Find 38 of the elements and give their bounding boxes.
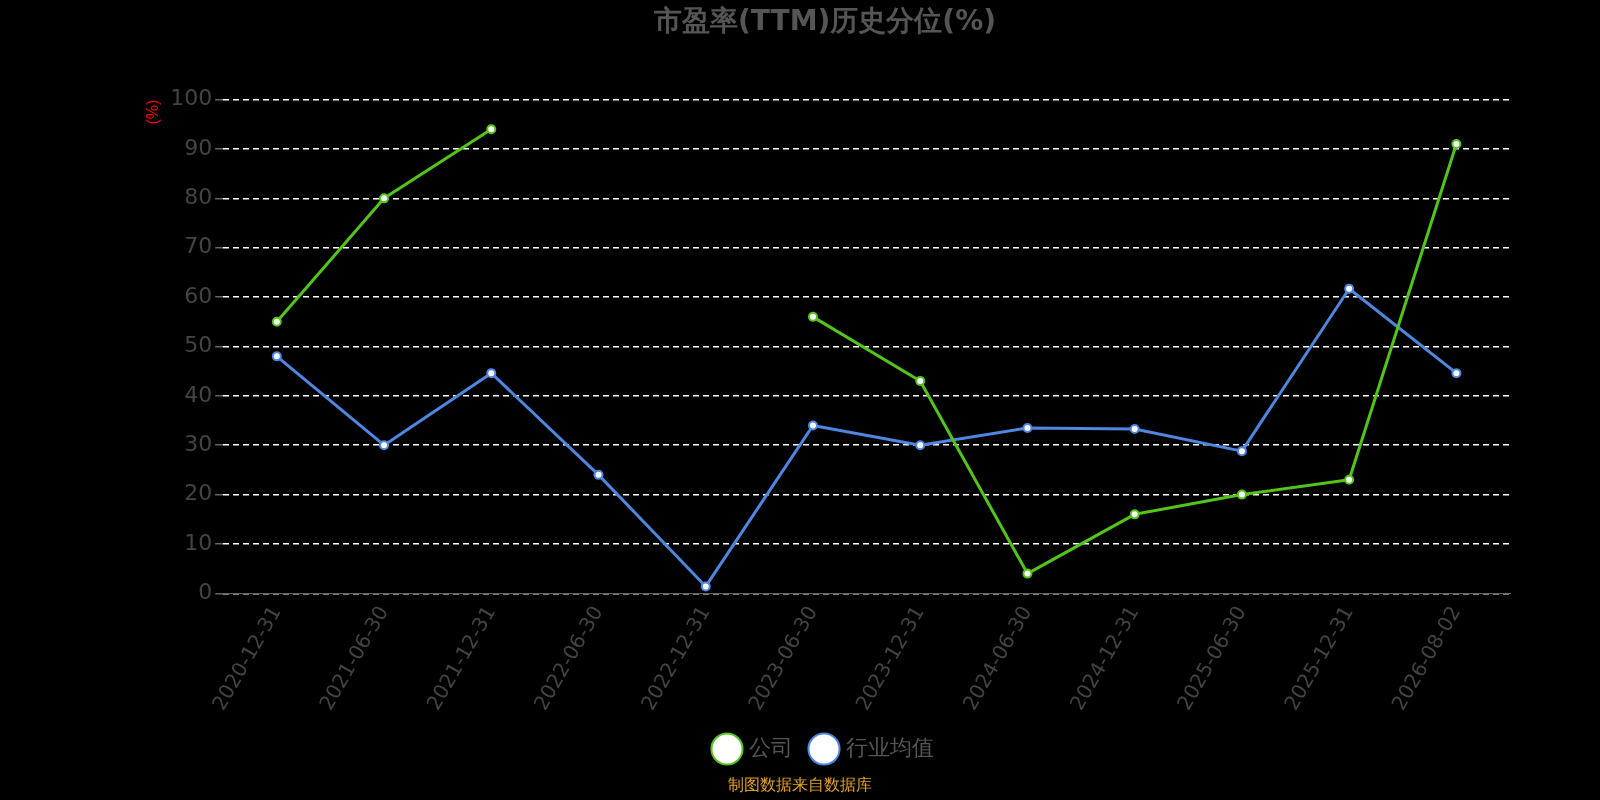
legend-label: 公司 [749, 734, 793, 760]
y-tick-label: 50 [184, 332, 213, 358]
y-tick-label: 70 [184, 233, 213, 259]
point [1022, 568, 1033, 579]
y-tick-label: 80 [184, 184, 213, 210]
y-tick-label: 20 [184, 480, 213, 506]
legend-label: 行业均值 [846, 734, 934, 760]
point [486, 368, 497, 379]
point [271, 351, 282, 362]
point [1129, 423, 1140, 434]
point [1129, 509, 1140, 520]
chart-title: 市盈率(TTM)历史分位(%) [653, 4, 996, 38]
point [1451, 139, 1462, 150]
y-tick-label: 90 [184, 134, 213, 160]
text: 制图数据来自数据库 [728, 775, 872, 795]
y-tick-label: 30 [184, 430, 213, 456]
y-tick-label: 10 [184, 529, 213, 555]
point [915, 440, 926, 451]
y-axis-title: (%) [144, 99, 162, 125]
point [807, 311, 818, 322]
point [1236, 446, 1247, 457]
point [700, 581, 711, 592]
point [1344, 283, 1355, 294]
point [915, 376, 926, 387]
point [807, 420, 818, 431]
point [593, 469, 604, 480]
point [486, 124, 497, 135]
y-tick-label: 100 [170, 85, 213, 111]
y-tick-label: 60 [184, 282, 213, 308]
point [379, 440, 390, 451]
point [379, 193, 390, 204]
point [1344, 474, 1355, 485]
y-tick-label: 40 [184, 381, 213, 407]
point [271, 316, 282, 327]
point [1022, 422, 1033, 433]
y-tick-label: 0 [198, 579, 213, 605]
point [1451, 368, 1462, 379]
point [1236, 489, 1247, 500]
